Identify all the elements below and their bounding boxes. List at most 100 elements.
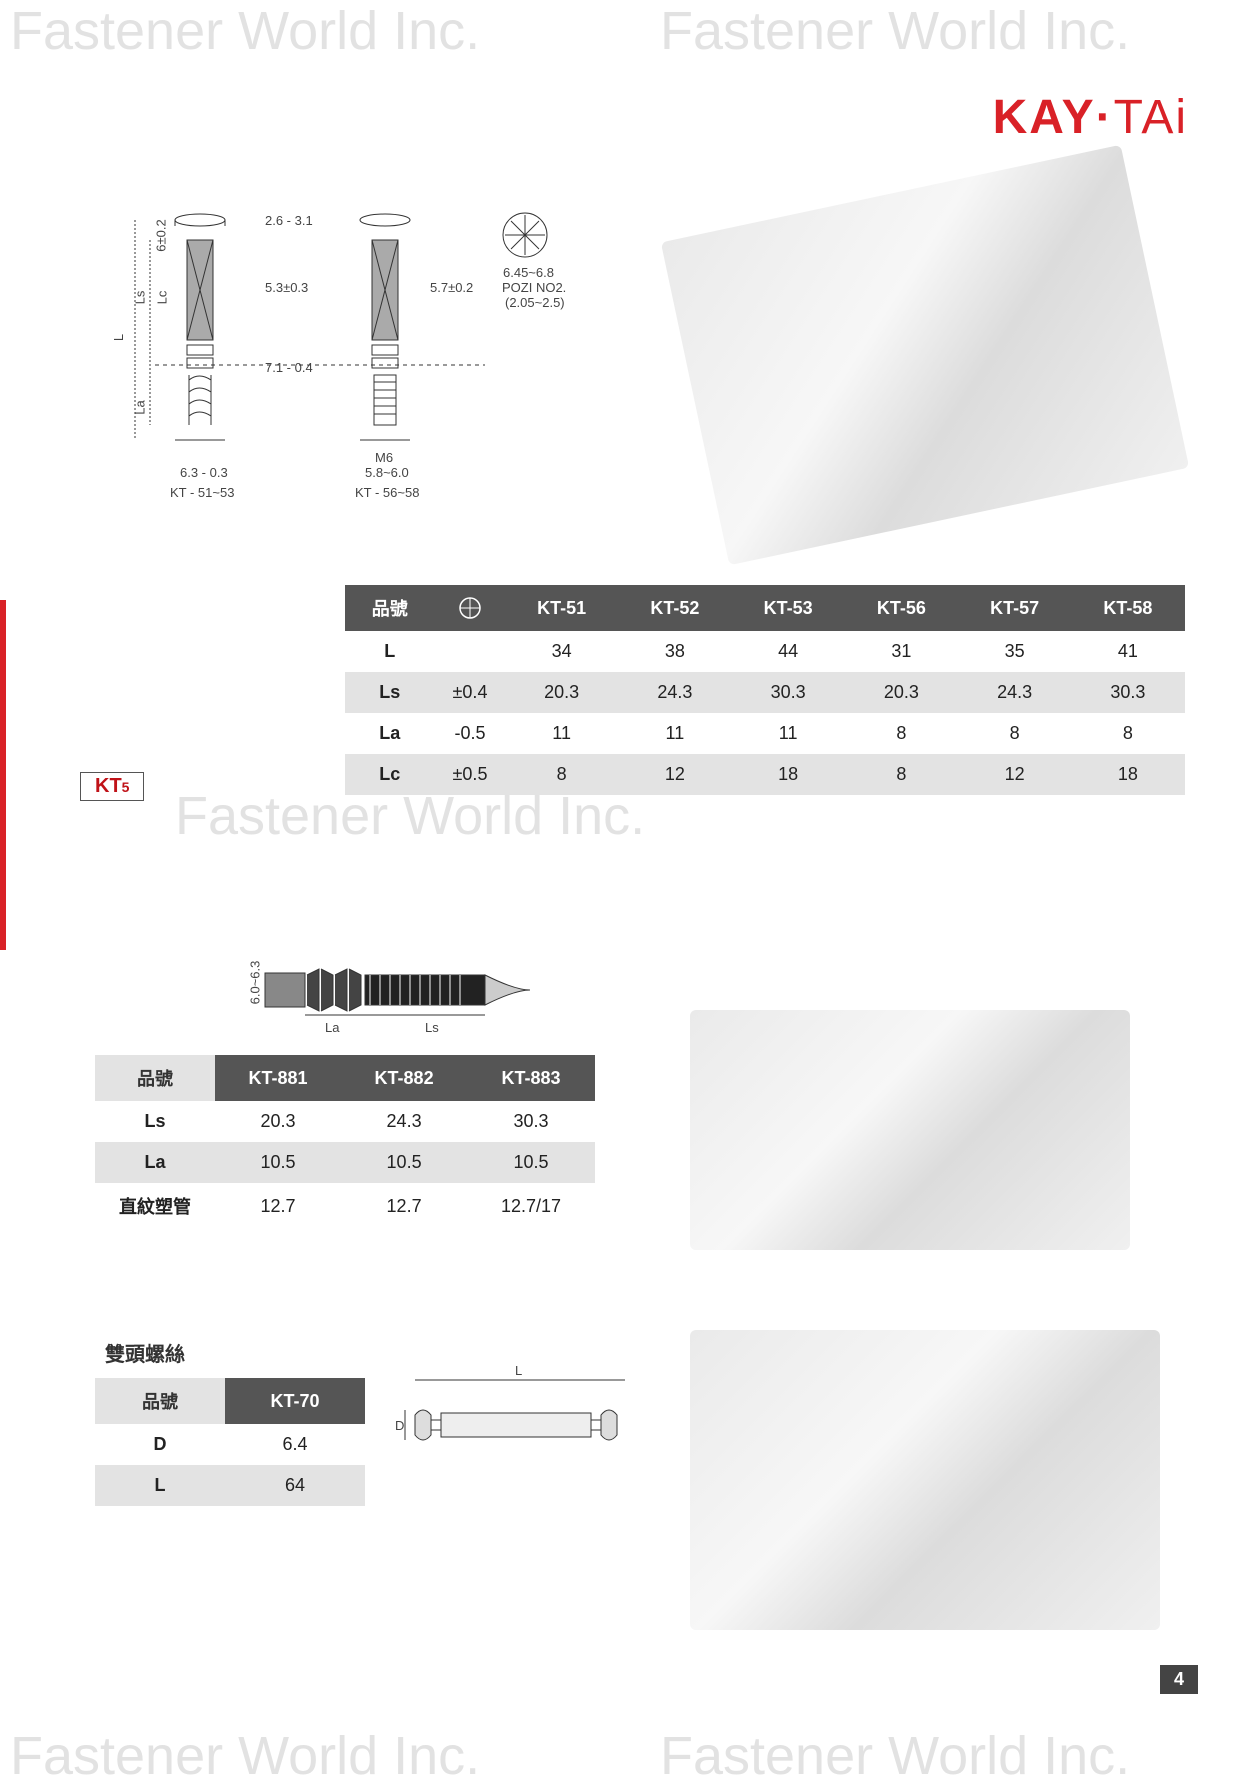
watermark-text: Fastener World Inc. [660, 0, 1130, 62]
dim-label: M6 [375, 450, 393, 465]
logo-part2: TAi [1114, 91, 1188, 144]
cell: 12.7 [215, 1183, 341, 1229]
col-header: KT-882 [341, 1055, 467, 1101]
dim-label: 6.3 - 0.3 [180, 465, 228, 480]
kt5-badge: KT5 [80, 772, 144, 801]
row-tol: -0.5 [435, 713, 505, 754]
dim-label: L [515, 1363, 522, 1378]
table-row: Ls ±0.4 20.3 24.3 30.3 20.3 24.3 30.3 [345, 672, 1185, 713]
table-row: Ls 20.3 24.3 30.3 [95, 1101, 595, 1142]
technical-drawing-2: 6.0~6.3 La Ls [235, 945, 565, 1035]
dim-label: 5.8~6.0 [365, 465, 409, 480]
cell: 12.7 [341, 1183, 467, 1229]
col-header: KT-51 [505, 585, 618, 631]
cell: 18 [732, 754, 845, 795]
dim-axis-La: La [133, 400, 148, 414]
brand-logo: KAY·TAi [993, 90, 1188, 145]
dim-label: (2.05~2.5) [505, 295, 565, 310]
col-header: KT-881 [215, 1055, 341, 1101]
col-header: KT-57 [958, 585, 1071, 631]
dim-label: 2.6 - 3.1 [265, 213, 313, 228]
dim-axis-L: L [111, 334, 126, 341]
technical-drawing-3: L D [395, 1360, 655, 1480]
header-tolerance-icon [435, 585, 505, 631]
side-accent [0, 600, 6, 950]
product-photo-1 [661, 145, 1189, 566]
cell: 24.3 [618, 672, 731, 713]
watermark-text: Fastener World Inc. [10, 0, 480, 62]
cell: 20.3 [845, 672, 958, 713]
tolerance-icon [458, 596, 482, 620]
table-header-row: 品號 KT-881 KT-882 KT-883 [95, 1055, 595, 1101]
dim-axis-Ls: Ls [132, 291, 147, 305]
product-photo-3 [690, 1330, 1160, 1630]
cell: 24.3 [341, 1101, 467, 1142]
spec-table-1: 品號 KT-51 KT-52 KT-53 KT-56 KT-57 KT-58 L… [345, 585, 1185, 795]
cell: 10.5 [341, 1142, 467, 1183]
col-header: KT-883 [467, 1055, 595, 1101]
cell: 35 [958, 631, 1071, 672]
col-header: KT-56 [845, 585, 958, 631]
cell: 8 [958, 713, 1071, 754]
table-header-row: 品號 KT-70 [95, 1378, 365, 1424]
col-header: KT-52 [618, 585, 731, 631]
table-row: L 64 [95, 1465, 365, 1506]
spec-table-3: 品號 KT-70 D 6.4 L 64 [95, 1378, 365, 1506]
row-label: L [95, 1465, 225, 1506]
drawing-caption-right: KT - 56~58 [355, 485, 419, 500]
cell: 12.7/17 [467, 1183, 595, 1229]
cell: 34 [505, 631, 618, 672]
cell: 24.3 [958, 672, 1071, 713]
dim-label: 5.7±0.2 [430, 280, 473, 295]
row-tol [435, 631, 505, 672]
table-row: La 10.5 10.5 10.5 [95, 1142, 595, 1183]
cell: 10.5 [215, 1142, 341, 1183]
dim-label: 6.0~6.3 [247, 961, 262, 1005]
table-row: 直紋塑管 12.7 12.7 12.7/17 [95, 1183, 595, 1229]
cell: 31 [845, 631, 958, 672]
watermark-text: Fastener World Inc. [10, 1725, 480, 1787]
cell: 11 [618, 713, 731, 754]
dim-label: D [395, 1418, 404, 1433]
watermark-text: Fastener World Inc. [660, 1725, 1130, 1787]
row-label: Lc [345, 754, 435, 795]
drawing3-svg [395, 1360, 655, 1480]
row-tol: ±0.5 [435, 754, 505, 795]
cell: 11 [505, 713, 618, 754]
dim-label: 6±0.2 [154, 219, 169, 251]
cell: 8 [505, 754, 618, 795]
cell: 30.3 [467, 1101, 595, 1142]
table-row: D 6.4 [95, 1424, 365, 1465]
row-label: Ls [95, 1101, 215, 1142]
row-label: L [345, 631, 435, 672]
cell: 38 [618, 631, 731, 672]
cell: 12 [958, 754, 1071, 795]
table-row: L 34 38 44 31 35 41 [345, 631, 1185, 672]
row-label: 直紋塑管 [95, 1183, 215, 1229]
row-tol: ±0.4 [435, 672, 505, 713]
cell: 20.3 [505, 672, 618, 713]
cell: 64 [225, 1465, 365, 1506]
col-header: KT-70 [225, 1378, 365, 1424]
cell: 20.3 [215, 1101, 341, 1142]
drawing2-svg [235, 945, 565, 1035]
dim-label: La [325, 1020, 339, 1035]
cell: 41 [1071, 631, 1184, 672]
row-label: La [345, 713, 435, 754]
logo-part1: KAY [993, 91, 1096, 144]
cell: 8 [845, 754, 958, 795]
col-header: KT-58 [1071, 585, 1184, 631]
cell: 44 [732, 631, 845, 672]
cell: 8 [845, 713, 958, 754]
drawing-svg [95, 210, 615, 530]
table-row: La -0.5 11 11 11 8 8 8 [345, 713, 1185, 754]
dim-label: 6.45~6.8 [503, 265, 554, 280]
cell: 30.3 [732, 672, 845, 713]
header-label: 品號 [95, 1378, 225, 1424]
cell: 18 [1071, 754, 1184, 795]
page-number: 4 [1160, 1665, 1198, 1694]
header-label: 品號 [345, 585, 435, 631]
cell: 6.4 [225, 1424, 365, 1465]
dim-label: POZI NO2. [502, 280, 566, 295]
cell: 30.3 [1071, 672, 1184, 713]
